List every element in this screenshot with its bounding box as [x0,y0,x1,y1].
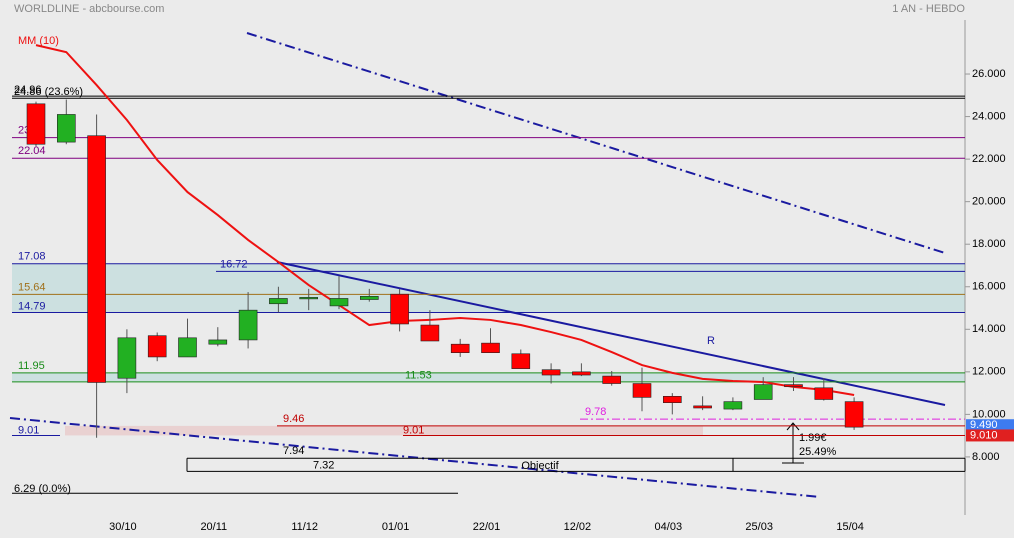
candle-body [87,135,106,383]
candle-body [450,343,470,353]
price-tag-label: 9.490 [970,419,998,431]
candle-body [662,396,682,403]
candle-body [147,335,167,358]
level-label: 9.01 [18,424,39,436]
y-tick-label: 22.000 [972,153,1006,165]
candle-body [844,401,864,428]
y-tick-label: 16.000 [972,281,1006,293]
x-tick-label: 25/03 [745,521,773,533]
price-tag-label: 9.010 [970,429,998,441]
x-tick-label: 12/02 [564,521,592,533]
level-label: 14.79 [18,300,46,312]
level-label: 7.94 [283,445,304,457]
candle-body [329,298,349,307]
candle-body [693,405,712,409]
level-label: 22.04 [18,145,46,157]
y-tick-label: 8.000 [972,451,1000,463]
candle-body [420,324,440,342]
candle-body [632,383,652,398]
candle-body [784,384,803,388]
candle-body [390,293,409,325]
candle-body [299,297,319,300]
x-tick-label: 20/11 [200,521,227,533]
arrow-head [786,422,800,431]
price-tag [966,429,1014,442]
x-tick-label: 01/01 [382,521,410,533]
moving-average-line [35,44,855,397]
candle-body [117,337,137,379]
candle-body [26,103,46,145]
price-tag [966,419,1014,432]
trend-label: R [707,335,715,347]
candle-body [359,296,379,300]
level-label: 24.86 (23.6%) [14,86,83,98]
trend-line [9,417,821,498]
candle-body [814,387,834,400]
y-tick-label: 18.000 [972,238,1006,250]
level-label: 9.01 [403,424,424,436]
x-tick-label: 30/10 [109,521,137,533]
target-label: Objectif [521,460,559,472]
y-tick-label: 20.000 [972,196,1006,208]
y-tick-label: 12.000 [972,366,1006,378]
level-label: 9.78 [585,406,606,418]
x-tick-label: 15/04 [836,521,864,533]
level-label: 11.95 [18,360,45,372]
zone [12,372,965,382]
candle-body [56,114,76,143]
candle-body [753,384,773,400]
x-tick-label: 22/01 [473,521,501,533]
trend-line [246,32,946,254]
candle-body [602,375,622,384]
chart-title: WORLDLINE - abcbourse.com [14,3,164,15]
trend-line [276,261,946,406]
x-tick-label: 11/12 [291,521,318,533]
candle-body [208,339,228,345]
chart-subtitle: 1 AN - HEBDO [892,3,965,15]
level-label: 9.46 [283,413,304,425]
level-label: 24.96 [14,84,42,96]
candle-body [238,309,258,341]
y-tick-label: 14.000 [972,323,1006,335]
gain-percent-label: 25.49% [799,446,837,458]
candle-body [572,371,591,376]
candle-body [269,298,288,305]
level-label: 7.32 [313,459,334,471]
y-tick-label: 26.000 [972,68,1006,80]
level-label: 15.64 [18,281,46,293]
candle-body [481,342,500,353]
level-label: 17.08 [18,251,46,263]
candle-body [541,369,561,376]
y-tick-label: 24.000 [972,110,1006,122]
x-tick-label: 04/03 [655,521,683,533]
level-label: 11.53 [405,370,432,382]
y-tick-label: 10.000 [972,408,1006,420]
candle-body [723,401,743,410]
candle-body [511,353,531,369]
candle-body [178,337,197,358]
legend-label: MM (10) [18,35,59,47]
level-label: 6.29 (0.0%) [14,483,71,495]
gain-label: 1.99€ [799,432,827,444]
zone [65,425,703,436]
level-label: 16.72 [220,258,248,270]
